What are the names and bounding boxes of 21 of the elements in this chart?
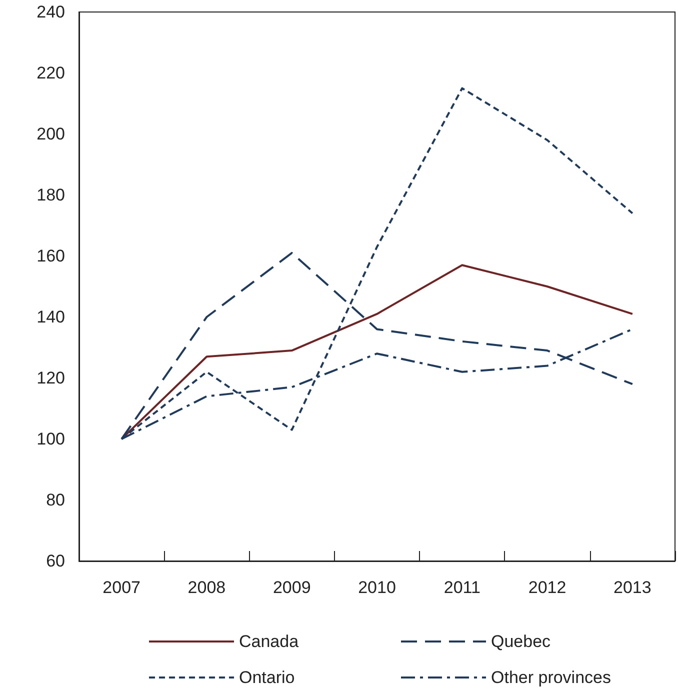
y-tick-label: 120 <box>36 368 65 388</box>
x-tick-label: 2009 <box>272 578 311 597</box>
x-tick-label: 2007 <box>102 578 140 597</box>
x-tick-label: 2008 <box>188 578 226 597</box>
x-tick-label: 2013 <box>614 578 652 597</box>
legend-label: Ontario <box>239 668 295 687</box>
y-tick-label: 80 <box>46 490 65 510</box>
y-tick-label: 180 <box>36 186 65 204</box>
x-tick-label: 2010 <box>358 578 396 597</box>
y-tick-label: 60 <box>46 552 65 570</box>
y-tick-label: 160 <box>36 246 65 266</box>
y-tick-label: 100 <box>36 430 65 448</box>
y-tick-label: 240 <box>36 2 65 22</box>
legend-label: Quebec <box>491 632 552 651</box>
y-tick-label: 200 <box>36 124 65 144</box>
legend-label: Canada <box>239 632 300 651</box>
legend-label: Other provinces <box>491 668 611 687</box>
y-tick-label: 140 <box>36 308 65 326</box>
x-tick-label: 2011 <box>444 578 480 597</box>
x-tick-label: 2012 <box>528 578 566 597</box>
y-tick-label: 220 <box>36 64 65 82</box>
